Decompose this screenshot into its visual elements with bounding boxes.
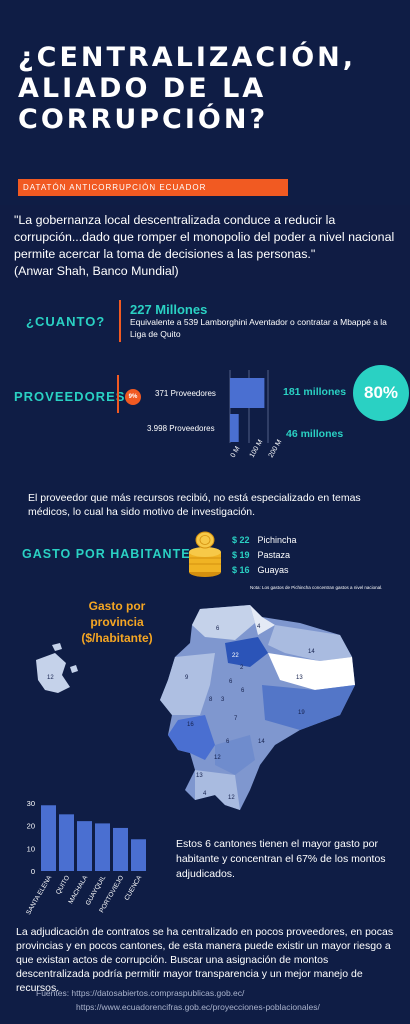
province-guayas bbox=[168, 715, 215, 760]
cuanto-divider bbox=[119, 300, 121, 342]
canton-bar-2 bbox=[77, 821, 92, 871]
province-pichincha bbox=[225, 637, 268, 667]
axis-tick-200: 200 M bbox=[268, 439, 284, 459]
map-label-morona: 14 bbox=[258, 739, 265, 745]
gasto-province-3: Guayas bbox=[257, 565, 289, 575]
province-orellana bbox=[268, 653, 355, 690]
galapagos-islet-1 bbox=[52, 643, 62, 651]
provider-statement: El proveedor que más recursos recibió, n… bbox=[28, 492, 361, 518]
map-label-pastaza: 19 bbox=[298, 710, 305, 716]
canton-xlabel-5: CUENCA bbox=[123, 874, 143, 902]
proveedores-divider bbox=[117, 375, 119, 413]
gasto-row-1: $ 22 Pichincha bbox=[232, 535, 297, 545]
title-line-3: CORRUPCIÓN? bbox=[18, 104, 269, 135]
gasto-row-2: $ 19 Pastaza bbox=[232, 550, 290, 560]
map-title: Gasto por provincia ($/habitante) bbox=[62, 598, 172, 646]
gasto-row-3: $ 16 Guayas bbox=[232, 565, 289, 575]
event-tag: DATATÓN ANTICORRUPCIÓN ECUADOR bbox=[18, 179, 288, 196]
coin-stack-icon bbox=[189, 531, 221, 577]
gasto-province-2: Pastaza bbox=[257, 550, 291, 560]
quote-block: "La gobernanza local descentralizada con… bbox=[14, 212, 404, 280]
gasto-province-1: Pichincha bbox=[257, 535, 297, 545]
map-label-canar: 6 bbox=[226, 739, 230, 745]
gasto-amount-3: $ 16 bbox=[232, 565, 250, 575]
map-title-line-1: Gasto por provincia bbox=[88, 599, 146, 629]
canton-bar-3 bbox=[95, 823, 110, 871]
cuanto-description: Equivalente a 539 Lamborghini Aventador … bbox=[130, 317, 387, 339]
canton-xlabel-1: QUITO bbox=[55, 875, 71, 896]
gasto-note: Nota: Los gastos de Pichincha concentran… bbox=[250, 585, 383, 590]
canton-xlabel-0: SANTA ELENA bbox=[25, 874, 53, 916]
map-label-zamora: 12 bbox=[228, 795, 235, 801]
gasto-amount-2: $ 19 bbox=[232, 550, 250, 560]
page-title: ¿CENTRALIZACIÓN, ALIADO DE LA CORRUPCIÓN… bbox=[18, 42, 398, 135]
bar-value-1: 181 millones bbox=[283, 386, 347, 398]
gasto-amount-1: $ 22 bbox=[232, 535, 250, 545]
sources-line-2: https://www.ecuadorencifras.gob.ec/proye… bbox=[76, 1002, 320, 1012]
map-label-napo: 6 bbox=[241, 688, 245, 694]
canton-ytick-10: 10 bbox=[27, 844, 35, 853]
sources-line-1: Fuentes: https://datosabiertos.compraspu… bbox=[36, 988, 245, 998]
map-label-pichincha: 22 bbox=[232, 653, 239, 659]
quote-band bbox=[0, 205, 410, 290]
big-percent-badge: 80% bbox=[353, 365, 409, 421]
map-label-el-oro: 13 bbox=[196, 773, 203, 779]
map-label-esmeraldas: 6 bbox=[216, 626, 220, 632]
small-percent-badge: 9% bbox=[125, 389, 141, 405]
canton-ytick-30: 30 bbox=[27, 799, 35, 808]
province-loja bbox=[195, 770, 240, 810]
map-label-galapagos: 12 bbox=[47, 675, 54, 681]
bar-371-proveedores bbox=[230, 378, 265, 408]
canton-ytick-20: 20 bbox=[27, 822, 35, 831]
canton-ytick-0: 0 bbox=[31, 867, 35, 876]
quote-author: (Anwar Shah, Banco Mundial) bbox=[14, 264, 179, 278]
province-azuay bbox=[215, 735, 255, 775]
map-label-imbabura: 2 bbox=[240, 665, 244, 671]
map-label-carchi: 4 bbox=[257, 624, 261, 630]
galapagos-shape bbox=[36, 653, 70, 693]
cuanto-label: ¿CUANTO? bbox=[26, 314, 106, 329]
map-label-guayas: 16 bbox=[187, 722, 194, 728]
axis-tick-100: 100 M bbox=[249, 439, 265, 459]
map-label-bolivar: 7 bbox=[234, 716, 238, 722]
bar-value-2: 46 millones bbox=[286, 428, 344, 440]
map-label-chimborazo: 3 bbox=[221, 697, 225, 703]
canton-bar-5 bbox=[131, 839, 146, 871]
map-label-loja: 4 bbox=[203, 791, 207, 797]
canton-chart-caption: Estos 6 cantones tienen el mayor gasto p… bbox=[176, 838, 386, 880]
province-manabi bbox=[160, 653, 215, 715]
map-title-line-2: ($/habitante) bbox=[81, 631, 153, 645]
province-map: 12 6 4 22 14 9 6 13 8 3 7 19 16 6 6 14 1… bbox=[36, 605, 355, 810]
province-esmeraldas bbox=[192, 605, 255, 640]
quote-text: "La gobernanza local descentralizada con… bbox=[14, 213, 395, 261]
map-label-tungurahua: 8 bbox=[209, 697, 213, 703]
canton-bar-0 bbox=[41, 805, 56, 871]
proveedores-label: PROVEEDORES bbox=[14, 389, 126, 404]
gasto-label: GASTO POR HABITANTE bbox=[22, 547, 191, 561]
map-label-orellana: 13 bbox=[296, 675, 303, 681]
title-line-2: ALIADO DE LA bbox=[18, 73, 267, 104]
map-label-manabi: 9 bbox=[185, 675, 189, 681]
title-line-1: ¿CENTRALIZACIÓN, bbox=[18, 42, 357, 73]
proveedores-bar-chart: 0 M 100 M 200 M bbox=[230, 370, 284, 459]
canton-bar-4 bbox=[113, 827, 128, 871]
province-sucumbios bbox=[268, 625, 352, 661]
map-label-azuay: 12 bbox=[214, 755, 221, 761]
map-label-cotopaxi: 6 bbox=[229, 679, 233, 685]
province-carchi bbox=[250, 605, 275, 635]
cuanto-amount: 227 Millones bbox=[130, 302, 208, 317]
province-pastaza bbox=[262, 685, 355, 730]
bar-name-2: 3.998 Proveedores bbox=[147, 424, 215, 433]
galapagos-islet-2 bbox=[70, 665, 78, 673]
canton-bar-1 bbox=[59, 814, 74, 871]
bar-name-1: 371 Proveedores bbox=[155, 389, 216, 398]
axis-tick-0: 0 M bbox=[230, 445, 242, 459]
map-label-sucumbios: 14 bbox=[308, 649, 315, 655]
bar-3998-proveedores bbox=[230, 414, 239, 442]
conclusion-text: La adjudicación de contratos se ha centr… bbox=[16, 926, 394, 994]
